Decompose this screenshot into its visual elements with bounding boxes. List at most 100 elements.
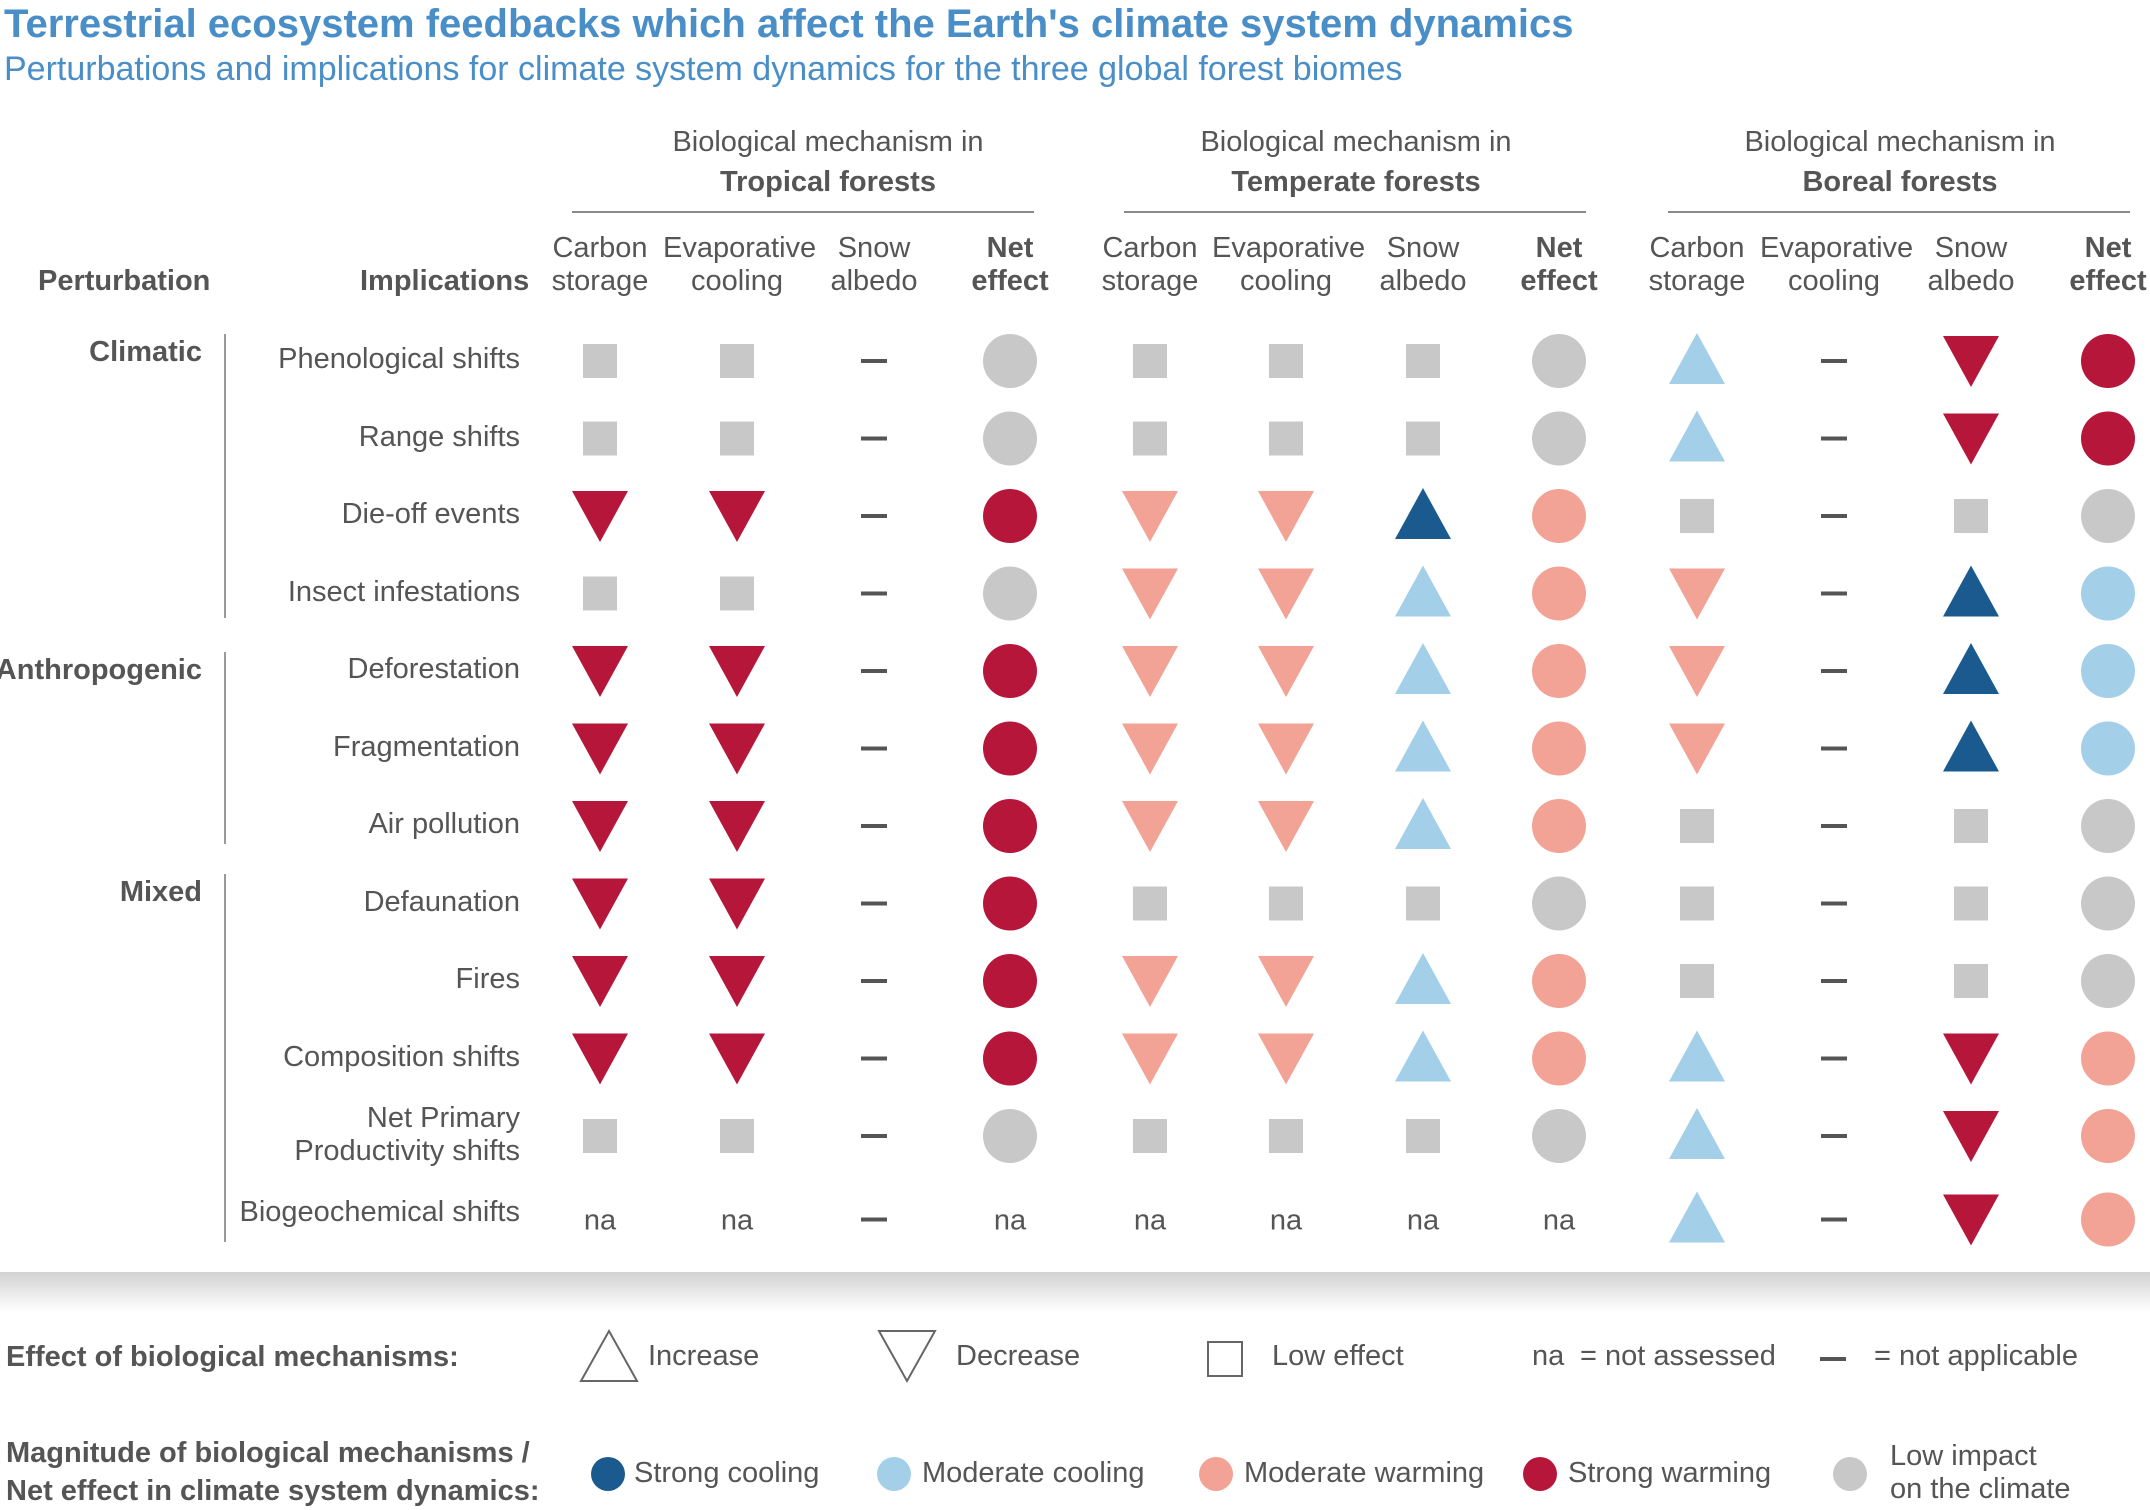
column-header-line1: Evaporative [663,232,817,264]
column-header-line1: Carbon [1102,232,1198,264]
legend-low-impact-line2: on the climate [1890,1473,2071,1505]
strong-decrease-triangle [1943,1033,1999,1085]
low-effect-square [1680,499,1714,533]
strong-warming-circle [983,1031,1037,1086]
implication-label-line: Insect infestations [287,575,520,608]
column-header-line1: Evaporative [1212,232,1366,264]
column-header-line1: Net [1535,232,1583,264]
strong-warming-circle [983,954,1037,1008]
column-header: Evaporative cooling [1212,232,1366,298]
low-effect-square [583,1119,617,1153]
moderate-warming-circle [2081,1031,2135,1086]
implication-label: Net Primary Productivity shifts [294,1102,520,1168]
column-header-line1: Carbon [1649,232,1745,264]
biome-header-name: Tropical forests [720,166,936,198]
column-header-line1: Evaporative [1760,232,1914,264]
low-impact-circle [2081,799,2135,853]
figure-subtitle: Perturbations and implications for clima… [4,50,1403,88]
legend-decrease-label: Decrease [956,1340,1081,1372]
low-impact-icon [1833,1457,1867,1491]
legend-increase-label: Increase [648,1340,760,1372]
strong-decrease-triangle [1943,413,1999,465]
biome-header-line1: Biological mechanism in [1744,126,2056,158]
not-applicable-dash [1821,514,1847,518]
not-applicable-dash [861,1134,887,1138]
low-impact-circle [2081,954,2135,1008]
not-applicable-dash [861,901,887,906]
moderate-warming-circle [1532,489,1586,543]
low-impact-circle [1532,411,1586,466]
low-impact-circle [983,1109,1037,1163]
biome-header-temperate: Biological mechanism in Temperate forest… [1116,122,1596,202]
biome-header-line1: Biological mechanism in [672,126,984,158]
moderate-increase-triangle [1669,1191,1725,1243]
not-applicable-dash [1821,1134,1847,1138]
biome-header-name: Boreal forests [1802,166,1998,198]
not-applicable-dash [1821,746,1847,751]
decrease-icon [877,1330,937,1384]
column-header: Evaporative cooling [663,232,817,298]
strong-decrease-triangle [572,801,628,852]
not-applicable-dash [1821,436,1847,441]
not-assessed-text: na [994,1205,1027,1237]
strong-warming-circle [983,644,1037,698]
column-header: Snow albedo [800,232,948,298]
strong-increase-triangle [1395,488,1451,539]
low-impact-circle [1532,1109,1586,1163]
moderate-warming-circle [1532,721,1586,776]
low-effect-square [583,344,617,378]
strong-decrease-triangle [709,723,765,775]
low-effect-square [1954,809,1988,843]
column-header: Carbon storage [1623,232,1771,298]
strong-decrease-triangle [709,491,765,542]
low-effect-square [1954,964,1988,998]
moderate-increase-triangle [1395,1030,1451,1082]
figure-title: Terrestrial ecosystem feedbacks which af… [4,2,1574,46]
strong-warming-icon [1523,1457,1557,1491]
biome-header-tropical: Biological mechanism in Tropical forests [588,122,1068,202]
group-label-mixed: Mixed [119,876,202,908]
column-header-line2: cooling [691,265,783,297]
group-bracket-anthropogenic [224,652,226,844]
strong-decrease-triangle [572,1033,628,1085]
biome-rule-tropical [572,211,1034,213]
low-effect-square [1406,1119,1440,1153]
implication-label-line: Die-off events [341,498,520,530]
column-header-line2: effect [971,265,1049,297]
not-applicable-dash [1821,669,1847,673]
moderate-decrease-triangle [1122,568,1178,620]
not-assessed-text: na [1270,1205,1303,1237]
moderate-warming-circle [1532,799,1586,853]
column-header-line2: cooling [1788,265,1880,297]
column-header-line2: cooling [1240,265,1332,297]
not-applicable-dash [861,669,887,673]
legend-strong-warming-label: Strong warming [1568,1457,1772,1489]
not-applicable-dash [1821,359,1847,363]
moderate-decrease-triangle [1258,1033,1314,1085]
strong-decrease-triangle [572,956,628,1007]
implication-label: Insect infestations [288,576,520,609]
moderate-warming-icon [1199,1457,1233,1491]
not-assessed-text: na [721,1205,754,1237]
not-applicable-dash [861,591,887,596]
moderate-increase-triangle [1395,720,1451,772]
low-impact-circle [983,334,1037,388]
moderate-warming-circle [1532,954,1586,1008]
implication-label: Fragmentation [333,731,520,764]
strong-increase-triangle [1943,720,1999,772]
low-impact-circle [2081,876,2135,931]
column-header: Evaporative cooling [1760,232,1914,298]
implication-label: Biogeochemical shifts [240,1196,520,1229]
column-header-line2: albedo [1927,265,2015,297]
strong-increase-triangle [1943,643,1999,694]
perturbation-header: Perturbation [38,265,211,297]
implication-label-line: Range shifts [358,420,520,453]
moderate-warming-circle [1532,566,1586,621]
column-header-line1: Snow [1386,232,1460,264]
strong-warming-circle [983,721,1037,776]
moderate-decrease-triangle [1122,723,1178,775]
low-effect-square [1680,964,1714,998]
moderate-decrease-triangle [1258,956,1314,1007]
group-label-anthropogenic: Anthropogenic [0,654,202,686]
